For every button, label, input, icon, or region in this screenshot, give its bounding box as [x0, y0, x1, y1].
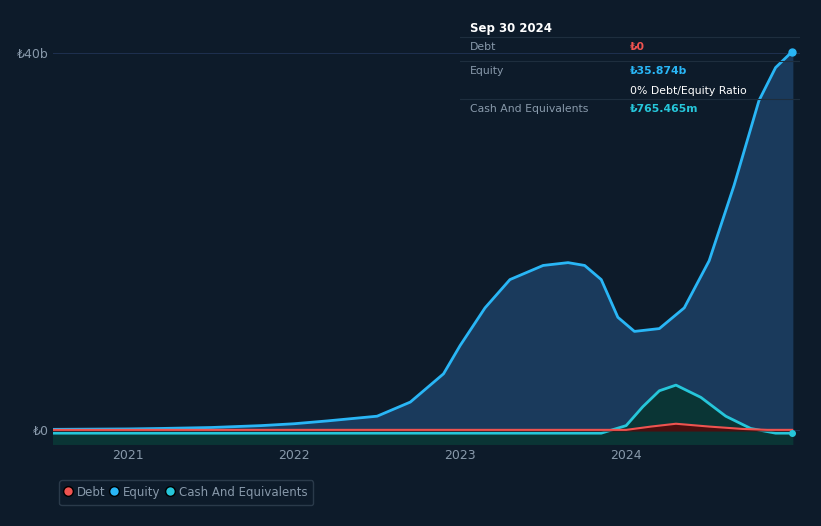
Legend: Debt, Equity, Cash And Equivalents: Debt, Equity, Cash And Equivalents [59, 480, 313, 505]
Text: Sep 30 2024: Sep 30 2024 [470, 22, 553, 35]
Text: 0% Debt/Equity Ratio: 0% Debt/Equity Ratio [630, 86, 747, 96]
Text: Cash And Equivalents: Cash And Equivalents [470, 104, 589, 114]
Text: Equity: Equity [470, 66, 505, 76]
Text: ₺0: ₺0 [630, 42, 645, 52]
Text: ₺35.874b: ₺35.874b [630, 66, 687, 76]
Text: ₺765.465m: ₺765.465m [630, 104, 699, 114]
Text: Debt: Debt [470, 42, 497, 52]
